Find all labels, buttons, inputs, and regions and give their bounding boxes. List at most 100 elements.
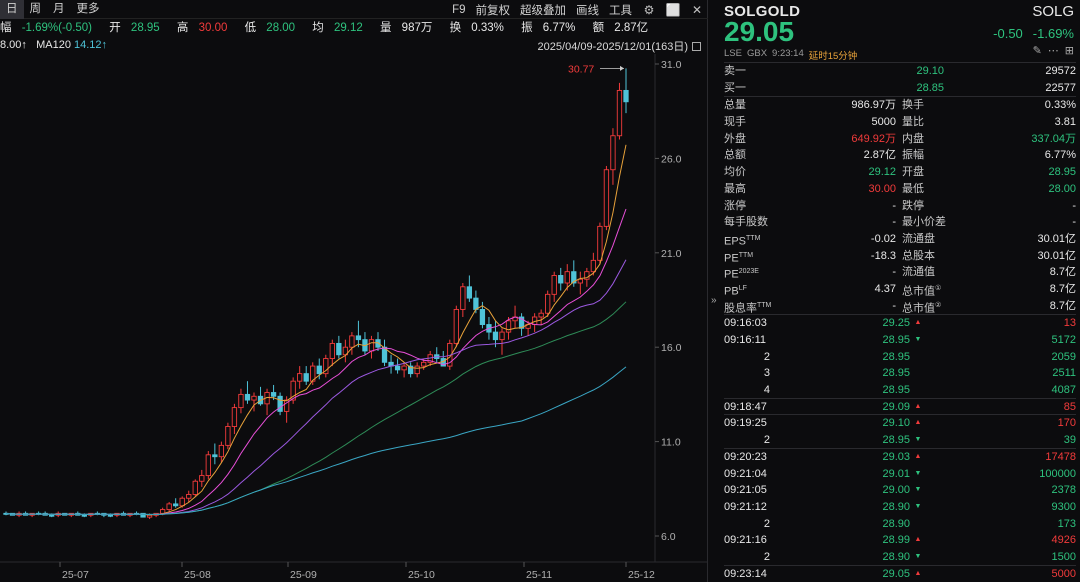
tick-row[interactable]: 2 28.95 ▼ 39 (724, 432, 1076, 449)
close-icon[interactable]: ✕ (691, 2, 703, 17)
field-value: 28.00 (1048, 182, 1076, 195)
ma120-label: MA120 (36, 39, 71, 51)
candle-body (466, 286, 473, 299)
tick-volume: 17478 (1045, 450, 1076, 463)
high-value: 30.00 (198, 22, 228, 34)
arrow-up-icon: ▲ (914, 319, 922, 327)
field-value: 4.37 (874, 282, 896, 295)
draw-line-button[interactable]: 画线 (576, 4, 599, 17)
range-box-icon[interactable] (692, 41, 701, 51)
field-label: EPSTTM (724, 231, 776, 248)
candle-body (192, 480, 198, 495)
ob-price: 29.10 (916, 65, 944, 77)
arrow-down-icon: ▼ (914, 502, 922, 510)
candle-body (349, 335, 355, 348)
bid-row[interactable]: 买一 28.85 22577 (724, 80, 1076, 97)
tick-row[interactable]: 09:21:05 29.00 ▼ 2378 (724, 482, 1076, 499)
field-value: - (892, 299, 896, 312)
field-label: 总额 (724, 147, 776, 164)
tick-row[interactable]: 09:19:25 29.10 ▲ 170 (724, 415, 1076, 432)
field-label: 外盘 (724, 131, 776, 148)
field-value: - (1072, 199, 1076, 212)
change-label: 幅 (0, 22, 12, 34)
field-label-sup: ② (935, 301, 942, 309)
amount-value: 2.87亿 (614, 22, 649, 34)
tick-volume: 2511 (1052, 367, 1076, 380)
tick-row[interactable]: 2 28.90 173 (724, 516, 1076, 533)
volume-value: 987万 (401, 22, 433, 34)
f9-button[interactable]: F9 (452, 3, 466, 16)
candle-body (290, 380, 296, 401)
field-label: 股息率TTM (724, 298, 776, 315)
candle-body (329, 342, 335, 359)
tick-row[interactable]: 09:20:23 29.03 ▲ 17478 (724, 449, 1076, 466)
tick-price: 28.95 (882, 384, 910, 397)
field-value: - (892, 216, 896, 229)
field-label-text: 均价 (724, 166, 746, 179)
candle-body (479, 308, 486, 325)
tab-week[interactable]: 周 (29, 2, 42, 15)
tab-day[interactable]: 日 (0, 0, 24, 19)
tick-list[interactable]: 09:16:03 29.25 ▲ 13 09:16:11 28.95 ▼ 5172… (724, 315, 1076, 582)
tab-more[interactable]: 更多 (76, 2, 100, 15)
tick-row[interactable]: 09:23:14 29.05 ▲ 5000 (724, 566, 1076, 582)
overlay-button[interactable]: 超级叠加 (520, 4, 566, 17)
field-value: 3.81 (1054, 116, 1076, 129)
tick-time: 2 (763, 517, 770, 530)
tick-row[interactable]: 3 28.95 2511 (724, 365, 1076, 382)
tick-volume: 173 (1057, 517, 1076, 530)
candle-body (316, 365, 322, 375)
more-icon[interactable]: ⋯ (1047, 45, 1059, 57)
tick-row[interactable]: 09:21:12 28.90 ▼ 9300 (724, 499, 1076, 516)
field-label-text: PE (724, 268, 739, 281)
settings-icon[interactable]: ⚙ (643, 2, 655, 17)
quote-field-row: 每手股数 - 最小价差 - (724, 214, 1076, 231)
quote-field-row: 总额 2.87亿 振幅 6.77% (724, 147, 1076, 164)
expand-icon[interactable]: ⊞ (1064, 45, 1074, 57)
y-tick-label: 16.0 (661, 342, 682, 354)
field-label-text: 总量 (724, 99, 746, 112)
field-label-text: 振幅 (902, 149, 924, 162)
field-label-text: 总额 (724, 149, 746, 162)
tick-row[interactable]: 4 28.95 4087 (724, 382, 1076, 399)
tick-row[interactable]: 09:18:47 29.09 ▲ 85 (724, 399, 1076, 416)
field-label: 量比 (896, 114, 951, 131)
quote-field-row: 总量 986.97万 换手 0.33% (724, 97, 1076, 114)
field-label-sup: TTM (738, 251, 754, 259)
candle-body (270, 392, 277, 397)
stock-code: SOLG (1032, 3, 1074, 20)
field-label: 均价 (724, 164, 776, 181)
tick-row[interactable]: 2 28.90 ▼ 1500 (724, 549, 1076, 566)
edit-icon[interactable]: ✎ (1032, 45, 1042, 57)
tick-volume: 39 (1063, 434, 1076, 447)
tick-row[interactable]: 09:16:03 29.25 ▲ 13 (724, 315, 1076, 332)
tools-button[interactable]: 工具 (609, 4, 632, 17)
ma-line-ma120 (5, 366, 627, 515)
tick-row[interactable]: 09:21:04 29.01 ▼ 100000 (724, 466, 1076, 483)
tick-row[interactable]: 2 28.95 2059 (724, 349, 1076, 366)
tick-row[interactable]: 09:16:11 28.95 ▼ 5172 (724, 332, 1076, 349)
field-label-text: PB (724, 285, 739, 298)
ask-row[interactable]: 卖一 29.10 29572 (724, 63, 1076, 80)
candle-body (421, 361, 427, 367)
ob-label: 卖一 (724, 65, 746, 77)
adjust-button[interactable]: 前复权 (475, 4, 511, 17)
field-label-text: 总股本 (902, 249, 935, 262)
field-value: 28.95 (1048, 166, 1076, 179)
collapse-arrow-icon[interactable]: » (711, 295, 717, 306)
field-value: 30.01亿 (1037, 249, 1076, 262)
tick-time: 09:16:03 (724, 317, 767, 330)
candle-body (107, 514, 114, 517)
kline-plot[interactable]: 31.0 26.0 21.0 16.0 11.0 6.0 30.77 25-07 25-08 25… (0, 54, 707, 582)
candle-body (394, 365, 401, 371)
fullscreen-icon[interactable]: ⬜ (665, 2, 681, 17)
kline-chart-panel[interactable]: 日 周 月 更多 F9 前复权 超级叠加 画线 工具 ⚙ ⬜ ✕ 幅 -1.69… (0, 0, 708, 582)
tick-row[interactable]: 09:21:16 28.99 ▲ 4926 (724, 532, 1076, 549)
field-value: 8.7亿 (1049, 299, 1076, 312)
tick-price: 28.95 (882, 434, 910, 447)
tick-volume: 5000 (1051, 567, 1076, 580)
turnover-label: 换 (449, 22, 462, 34)
tab-month[interactable]: 月 (53, 2, 65, 15)
field-label-text: 换手 (902, 99, 924, 112)
field-label-text: 开盘 (902, 166, 924, 179)
